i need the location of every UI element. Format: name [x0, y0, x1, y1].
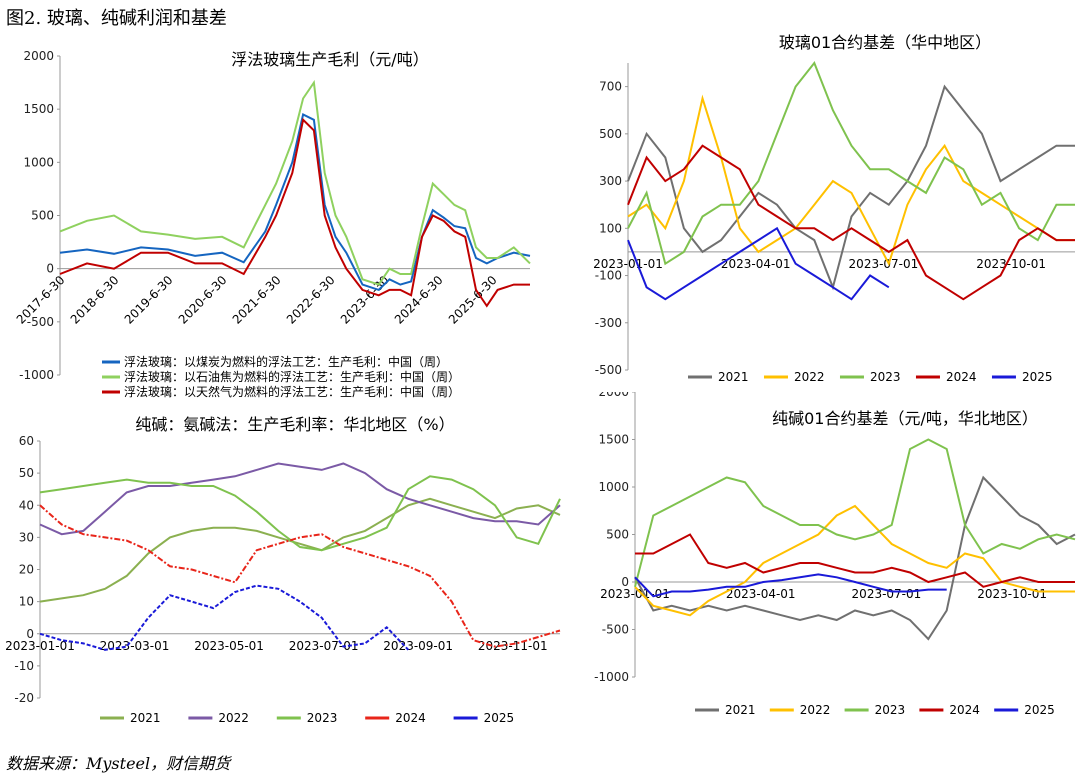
soda-profit-ytick: 60	[19, 434, 34, 448]
glass-profit-ytick: 1000	[23, 155, 54, 169]
soda-profit-xtick: 2023-09-01	[383, 639, 453, 653]
glass-basis-ytick: 300	[599, 174, 622, 188]
glass-profit-ytick: -500	[27, 315, 54, 329]
soda-basis-xtick: 2023-04-01	[726, 587, 796, 601]
soda-profit-ytick: 50	[19, 466, 34, 480]
glass-profit-xtick: 2021-6-30	[230, 273, 284, 327]
glass-profit-title: 浮法玻璃生产毛利（元/吨）	[231, 50, 428, 69]
soda-basis-legend-label: 2021	[725, 703, 756, 717]
glass-profit-ytick: -1000	[19, 368, 54, 382]
soda-basis-series-4	[634, 573, 947, 598]
glass-profit-ytick: 0	[46, 262, 54, 276]
soda-profit-xtick: 2023-11-01	[478, 639, 548, 653]
soda-profit-series-0	[39, 497, 561, 603]
soda-basis-ytick: 2000	[598, 392, 629, 399]
glass-basis-series-0	[627, 84, 1075, 291]
soda-profit-xtick: 2023-05-01	[194, 639, 264, 653]
glass-profit-series-0	[59, 113, 531, 292]
soda-profit-title: 纯碱：氨碱法：生产毛利率：华北地区（%）	[135, 415, 454, 434]
soda-basis-series-2	[634, 438, 1076, 588]
soda-profit-legend-label: 2022	[218, 711, 249, 725]
soda-basis-ytick: 1500	[598, 433, 629, 447]
soda-profit-series-4	[39, 584, 410, 651]
soda-basis-xtick: 2023-01-01	[600, 587, 670, 601]
soda-profit-xtick: 2023-01-01	[5, 639, 75, 653]
glass-basis-legend-label: 2022	[794, 370, 825, 384]
glass-basis-ytick: -500	[595, 363, 622, 377]
soda-basis-ytick: -500	[602, 623, 629, 637]
soda-basis-legend-label: 2023	[875, 703, 906, 717]
soda-profit-legend-label: 2024	[395, 711, 426, 725]
glass-basis-ytick: 700	[599, 80, 622, 94]
soda-profit-ytick: 20	[19, 563, 34, 577]
source-note: 数据来源：Mysteel，财信期货	[6, 754, 231, 773]
glass-basis-legend-label: 2021	[718, 370, 749, 384]
glass-profit-xtick: 2018-6-30	[68, 273, 122, 327]
soda-basis-ytick: 0	[621, 575, 629, 589]
glass-basis-legend-label: 2025	[1022, 370, 1053, 384]
soda-profit-ytick: 30	[19, 530, 34, 544]
glass-profit-legend-label: 浮法玻璃：以天然气为燃料的浮法工艺：生产毛利：中国（周）	[124, 384, 460, 399]
soda-profit-legend-label: 2023	[307, 711, 338, 725]
glass-basis-legend-label: 2023	[870, 370, 901, 384]
glass-basis-ytick: -300	[595, 316, 622, 330]
glass-profit-series-2	[59, 117, 530, 308]
glass-basis-series-1	[627, 94, 1075, 267]
soda-basis-xtick: 2023-10-01	[977, 587, 1047, 601]
glass-basis-xtick: 2023-01-01	[593, 257, 663, 271]
soda-profit-series-2	[39, 475, 561, 552]
soda-basis-ytick: -1000	[594, 670, 629, 684]
soda-profit-xtick: 2023-03-01	[100, 639, 170, 653]
glass-basis-xtick: 2023-07-01	[849, 257, 919, 271]
glass-basis-series-4	[627, 226, 890, 301]
glass-profit-ytick: 1500	[23, 102, 54, 116]
soda-basis-series-0	[634, 475, 1076, 641]
glass-basis-ytick: 100	[599, 221, 622, 235]
figure-title: 图2. 玻璃、纯碱利润和基差	[6, 8, 227, 29]
soda-profit-ytick: -20	[14, 691, 34, 705]
glass-profit-legend-label: 浮法玻璃：以煤炭为燃料的浮法工艺：生产毛利：中国（周）	[124, 354, 448, 369]
soda-profit-legend-label: 2021	[130, 711, 161, 725]
glass-basis-chart: 玻璃01合约基差（华中地区） 700 500 300 100 -100 -300 -500 20…	[593, 33, 1075, 384]
glass-basis-xtick: 2023-10-01	[976, 257, 1046, 271]
soda-basis-series-3	[635, 533, 1075, 588]
soda-basis-legend-label: 2022	[800, 703, 831, 717]
soda-profit-legend-label: 2025	[484, 711, 515, 725]
soda-profit-ytick: -10	[14, 659, 34, 673]
glass-profit-ytick: 500	[31, 209, 54, 223]
soda-profit-ytick: 40	[19, 498, 34, 512]
glass-basis-title: 玻璃01合约基差（华中地区）	[779, 33, 991, 52]
soda-basis-chart: 纯碱01合约基差（元/吨，华北地区） 2000 1500 1000 500 0 -500 -1…	[594, 392, 1076, 717]
soda-basis-xtick: 2023-07-01	[852, 587, 922, 601]
soda-basis-legend-label: 2024	[949, 703, 980, 717]
soda-profit-ytick: 10	[19, 595, 34, 609]
glass-basis-ytick: -100	[595, 269, 622, 283]
glass-basis-series-3	[627, 144, 1075, 301]
glass-basis-ytick: 500	[599, 127, 622, 141]
glass-profit-legend-label: 浮法玻璃：以石油焦为燃料的浮法工艺：生产毛利：中国（周）	[124, 369, 460, 384]
glass-profit-xtick: 2020-6-30	[176, 273, 230, 327]
glass-profit-series-1	[59, 79, 531, 286]
soda-profit-series-3	[39, 504, 561, 648]
glass-basis-xtick: 2023-04-01	[721, 257, 791, 271]
glass-profit-chart: 浮法玻璃生产毛利（元/吨） 2000 1500 1000 500 0 -500 -1000 20…	[14, 49, 531, 399]
glass-basis-series-2	[627, 61, 1075, 266]
glass-profit-ytick: 2000	[23, 49, 54, 63]
glass-profit-xtick: 2019-6-30	[122, 273, 176, 327]
soda-basis-legend-label: 2025	[1024, 703, 1055, 717]
soda-profit-chart: 纯碱：氨碱法：生产毛利率：华北地区（%） 60 50 40 30 20 10 0 -10 -20 2…	[5, 415, 561, 725]
soda-profit-ytick: 0	[26, 627, 34, 641]
soda-profit-series-1	[39, 462, 561, 536]
soda-basis-ytick: 1000	[598, 480, 629, 494]
glass-profit-xtick: 2024-6-30	[392, 273, 446, 327]
glass-profit-xtick: 2022-6-30	[284, 273, 338, 327]
soda-basis-title: 纯碱01合约基差（元/吨，华北地区）	[772, 409, 1038, 428]
glass-basis-legend-label: 2024	[946, 370, 977, 384]
soda-basis-ytick: 500	[606, 528, 629, 542]
